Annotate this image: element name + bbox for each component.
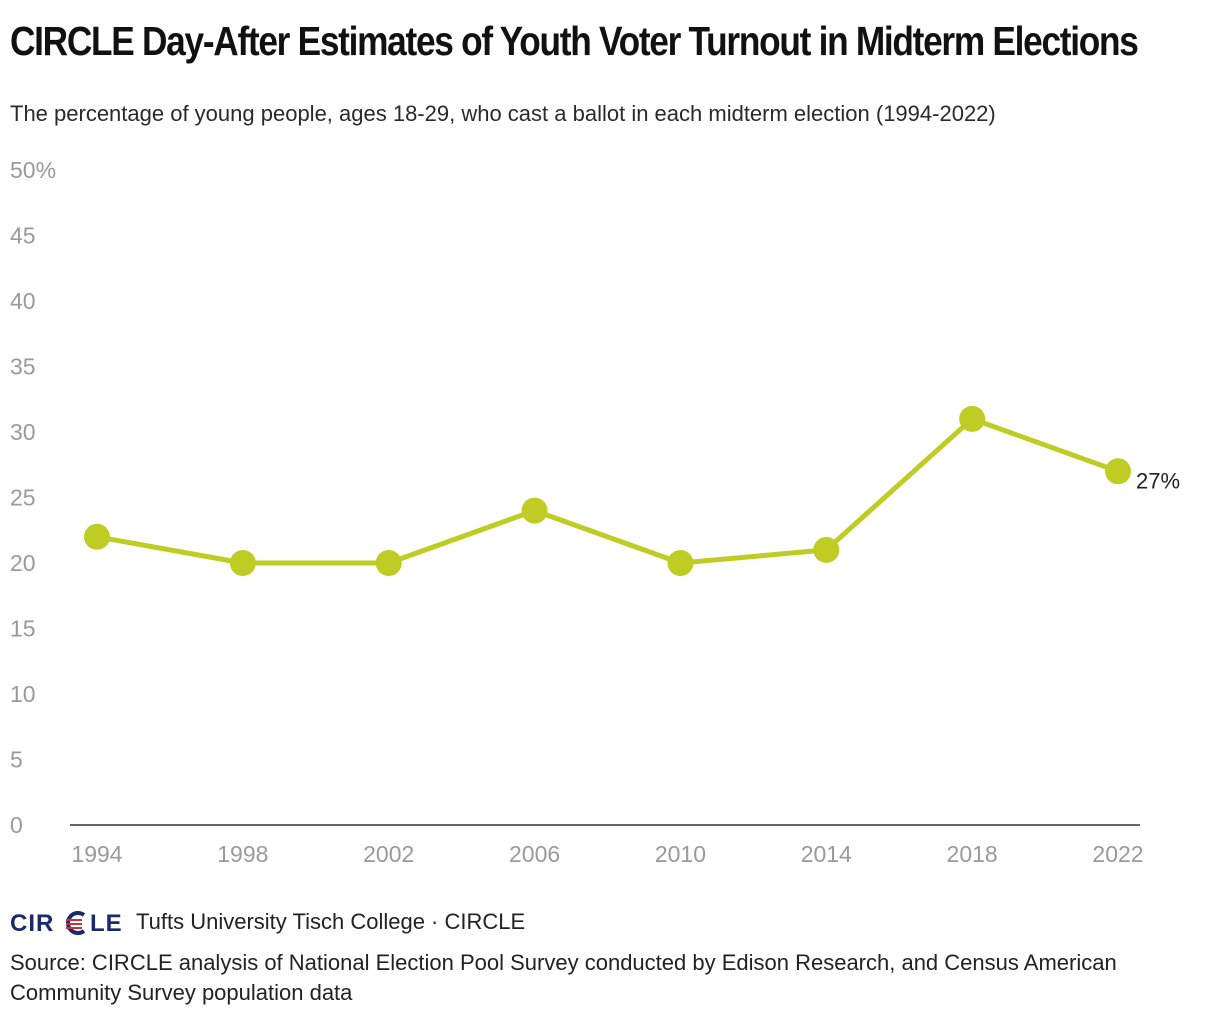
x-tick-label: 2018 [947, 841, 998, 867]
y-tick-label: 10 [10, 681, 36, 707]
footer-attribution: Tufts University Tisch College · CIRCLE [136, 909, 526, 934]
end-data-label: 27% [1136, 468, 1180, 493]
circle-logo-icon: CIR LE [10, 910, 123, 935]
circle-logo: CIR LE [10, 908, 130, 936]
data-point [229, 550, 256, 576]
data-point [667, 550, 694, 576]
x-tick-label: 2022 [1092, 841, 1143, 867]
x-tick-label: 2006 [509, 841, 560, 867]
x-tick-label: 1994 [71, 841, 122, 867]
x-tick-label: 1998 [217, 841, 268, 867]
y-tick-label: 15 [10, 616, 36, 642]
line-chart: 0 5 10 15 20 25 30 35 40 45 50% 1994 1998 2002 2006 20… [10, 157, 1180, 867]
data-points [84, 405, 1131, 576]
x-axis-tick-labels: 1994 1998 2002 2006 2010 2014 2018 2022 [71, 841, 1143, 867]
svg-text:CIR: CIR [10, 910, 54, 935]
footer-brand: CIR LE Tufts University Tisch College · … [10, 908, 525, 936]
y-tick-label: 35 [10, 354, 36, 380]
y-tick-label: 25 [10, 485, 36, 511]
data-point [1105, 458, 1131, 485]
y-tick-label: 5 [10, 747, 23, 773]
chart-subtitle: The percentage of young people, ages 18-… [10, 101, 996, 126]
data-point [521, 497, 548, 524]
chart-title: CIRCLE Day-After Estimates of Youth Vote… [10, 18, 1139, 64]
y-tick-label: 50% [10, 157, 56, 183]
series-line [96, 416, 1119, 566]
y-tick-label: 45 [10, 223, 36, 249]
data-point [375, 550, 402, 576]
y-tick-label: 40 [10, 288, 36, 314]
x-tick-label: 2010 [655, 841, 706, 867]
source-note: Source: CIRCLE analysis of National Elec… [10, 950, 1117, 1005]
data-point [959, 405, 986, 432]
data-point [813, 536, 840, 563]
y-axis-tick-labels: 0 5 10 15 20 25 30 35 40 45 50% [10, 157, 56, 838]
y-tick-label: 20 [10, 550, 36, 576]
y-tick-label: 0 [10, 812, 23, 838]
svg-text:LE: LE [90, 910, 123, 935]
y-tick-label: 30 [10, 419, 36, 445]
data-point [84, 523, 110, 550]
x-tick-label: 2014 [801, 841, 852, 867]
x-tick-label: 2002 [363, 841, 414, 867]
